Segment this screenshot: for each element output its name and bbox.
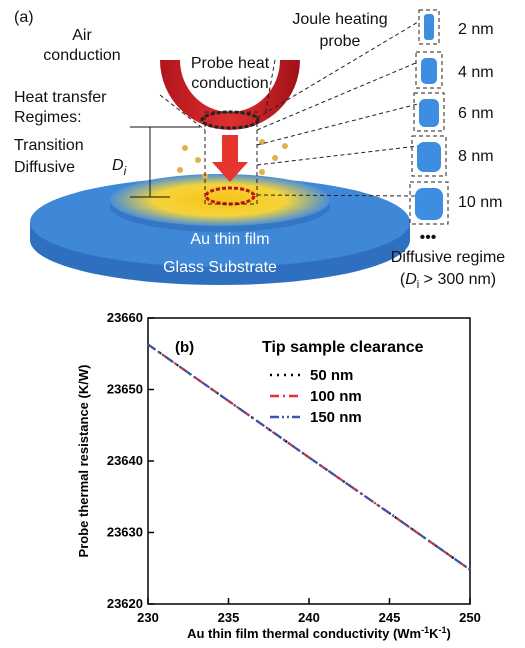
legend-label: 150 nm	[310, 409, 362, 426]
subscript: i	[124, 164, 127, 178]
y-tick-label: 23640	[107, 453, 143, 468]
y-axis-title: Probe thermal resistance (K/W)	[76, 365, 91, 558]
cylinders	[415, 14, 443, 220]
label: Air	[72, 27, 92, 44]
ellipsis: •••	[420, 229, 437, 246]
film-top	[110, 174, 330, 226]
label: conduction	[43, 47, 120, 64]
diagram-labels: (a) Air conduction Joule heating probe P…	[14, 9, 505, 291]
series-line	[147, 343, 471, 571]
chart: 230 235 240 245 250 23620 23630 23640 23650 23660…	[76, 310, 481, 641]
gap-symbol: Di	[112, 157, 127, 178]
x-tick-label: 245	[379, 610, 401, 625]
x-axis-title-part: )	[447, 626, 451, 641]
y-tick-label: 23620	[107, 596, 143, 611]
text: (	[400, 271, 406, 288]
x-axis-title: Au thin film thermal conductivity (Wm-1K…	[187, 625, 451, 641]
molecules	[177, 139, 288, 179]
subscript: i	[417, 279, 419, 291]
y-tick-label: 23660	[107, 310, 143, 325]
regime-caption: Diffusive regime	[391, 249, 506, 266]
regime-condition: (Di > 300 nm)	[400, 271, 496, 291]
symbol: D	[405, 271, 417, 288]
text: > 300 nm)	[419, 271, 496, 288]
x-axis-title-part: Au thin film thermal conductivity (Wm	[187, 626, 421, 641]
plot-frame	[147, 317, 471, 605]
label: Transition	[14, 137, 84, 154]
size-label: 10 nm	[458, 194, 502, 211]
panel-label: (a)	[14, 9, 34, 26]
probe	[160, 60, 300, 130]
size-label: 8 nm	[458, 148, 494, 165]
diagram	[30, 9, 449, 285]
size-label: 6 nm	[458, 105, 494, 122]
film-label: Au thin film	[190, 231, 269, 248]
label: Regimes:	[14, 109, 82, 126]
label: Joule heating	[292, 11, 387, 28]
substrate-label: Glass Substrate	[163, 259, 277, 276]
y-tick-label: 23650	[107, 382, 143, 397]
x-axis-title-part: -1	[421, 625, 429, 635]
gap-marker	[130, 126, 200, 198]
label: probe	[320, 33, 361, 50]
heat-arrow	[212, 135, 248, 182]
symbol: D	[112, 157, 124, 174]
x-axis-title-part: K	[429, 626, 439, 641]
legend-label: 100 nm	[310, 388, 362, 405]
legend-label: 50 nm	[310, 367, 353, 384]
x-tick-label: 235	[218, 610, 240, 625]
label: Diffusive	[14, 159, 75, 176]
x-tick-label: 250	[459, 610, 481, 625]
label: conduction	[191, 75, 268, 92]
x-axis-title-part: -1	[439, 625, 447, 635]
size-label: 2 nm	[458, 21, 494, 38]
size-label: 4 nm	[458, 64, 494, 81]
label: Probe heat	[191, 55, 270, 72]
x-tick-label: 230	[137, 610, 159, 625]
label: Heat transfer	[14, 89, 107, 106]
panel-label: (b)	[175, 339, 194, 356]
legend-title: Tip sample clearance	[262, 339, 424, 356]
leader-lines	[159, 9, 449, 225]
x-tick-label: 240	[298, 610, 320, 625]
y-tick-label: 23630	[107, 525, 143, 540]
